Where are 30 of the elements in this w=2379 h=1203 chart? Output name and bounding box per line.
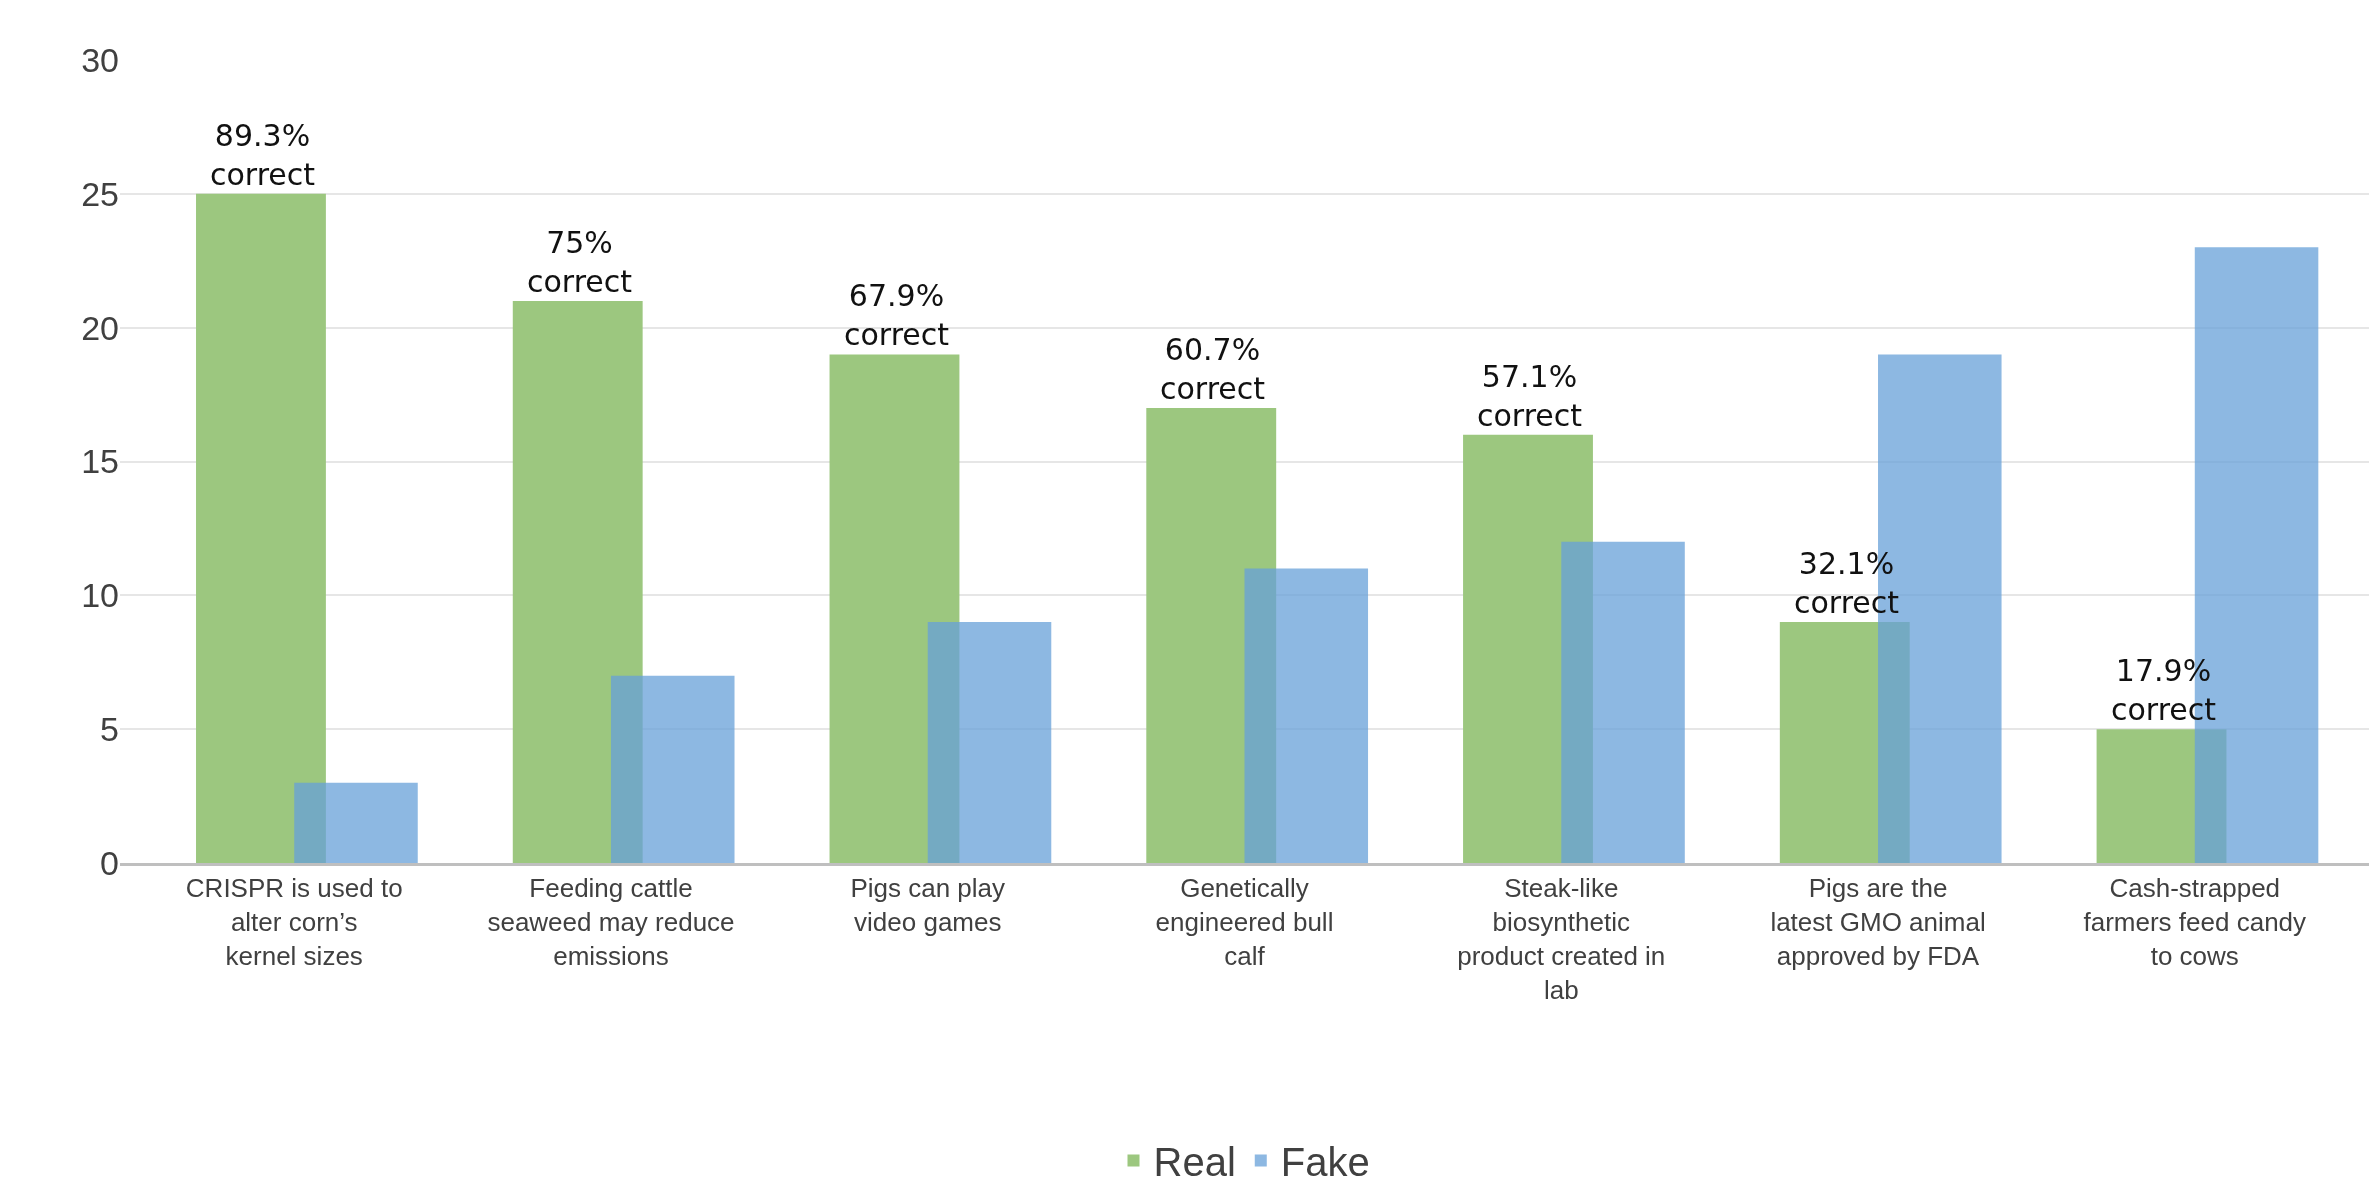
bar xyxy=(1561,541,1685,863)
x-tick-label: Pigs can play video games xyxy=(850,873,1006,937)
annotation: 67.9% correct xyxy=(844,278,950,352)
y-tick-label: 25 xyxy=(81,174,119,213)
bar xyxy=(1244,568,1369,863)
y-tick-label: 10 xyxy=(81,576,119,615)
bar xyxy=(512,300,643,863)
x-tick-label: Feeding cattle seaweed may reduce emissions xyxy=(487,873,735,971)
y-tick-label: 15 xyxy=(81,442,119,481)
y-tick-label: 30 xyxy=(81,40,119,79)
y-tick-label: 5 xyxy=(100,710,119,749)
bar xyxy=(927,622,1052,863)
bar xyxy=(294,782,418,863)
annotation: 17.9% correct xyxy=(2111,653,2217,727)
annotation: 89.3% correct xyxy=(210,118,316,192)
x-tick-label: Pigs are the latest GMO animal approved by FDA xyxy=(1770,873,1986,971)
annotation: 32.1% correct xyxy=(1794,546,1900,620)
legend-label: Real xyxy=(1153,1140,1236,1185)
y-tick-label: 20 xyxy=(81,308,119,347)
x-tick-label: Cash-strapped farmers feed candy to cows xyxy=(2083,873,2307,971)
legend-label: Fake xyxy=(1280,1140,1370,1185)
x-tick-label: Genetically engineered bull calf xyxy=(1155,873,1334,971)
bar xyxy=(610,675,735,863)
bar xyxy=(196,193,326,863)
annotation: 57.1% correct xyxy=(1477,359,1583,433)
annotation: 60.7% correct xyxy=(1160,332,1266,406)
x-tick-label: Steak-like biosynthetic product created in lab xyxy=(1457,873,1666,1005)
x-tick-label: CRISPR is used to alter corn’s kernel sizes xyxy=(185,873,403,971)
y-tick-label: 0 xyxy=(100,843,119,882)
annotation: 75% correct xyxy=(527,225,633,299)
